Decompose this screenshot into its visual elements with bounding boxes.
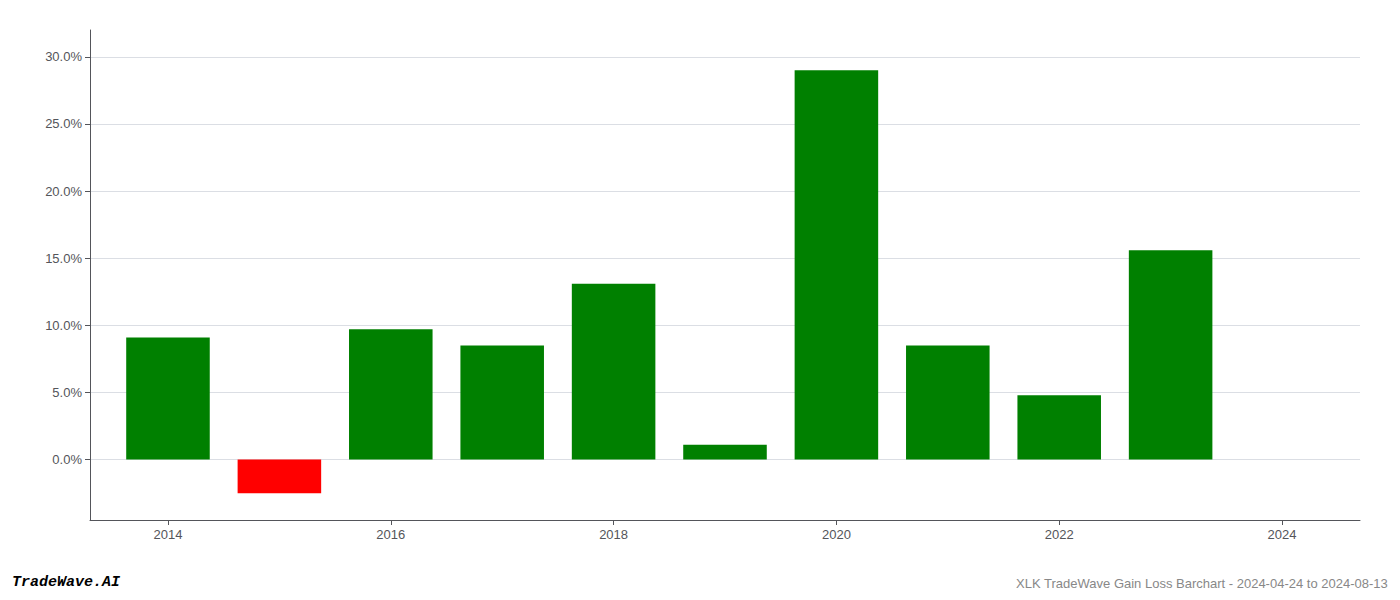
svg-text:2018: 2018 — [599, 527, 628, 542]
svg-text:15.0%: 15.0% — [45, 251, 82, 266]
svg-text:2024: 2024 — [1268, 527, 1297, 542]
svg-text:TradeWave.AI: TradeWave.AI — [12, 574, 121, 591]
svg-text:2014: 2014 — [154, 527, 183, 542]
svg-text:10.0%: 10.0% — [45, 318, 82, 333]
svg-text:25.0%: 25.0% — [45, 116, 82, 131]
svg-text:2020: 2020 — [822, 527, 851, 542]
svg-text:2016: 2016 — [376, 527, 405, 542]
svg-text:30.0%: 30.0% — [45, 49, 82, 64]
svg-text:XLK TradeWave Gain Loss Barcha: XLK TradeWave Gain Loss Barchart - 2024-… — [1016, 576, 1388, 591]
svg-text:2022: 2022 — [1045, 527, 1074, 542]
svg-text:20.0%: 20.0% — [45, 184, 82, 199]
svg-text:5.0%: 5.0% — [52, 385, 82, 400]
svg-text:0.0%: 0.0% — [52, 452, 82, 467]
